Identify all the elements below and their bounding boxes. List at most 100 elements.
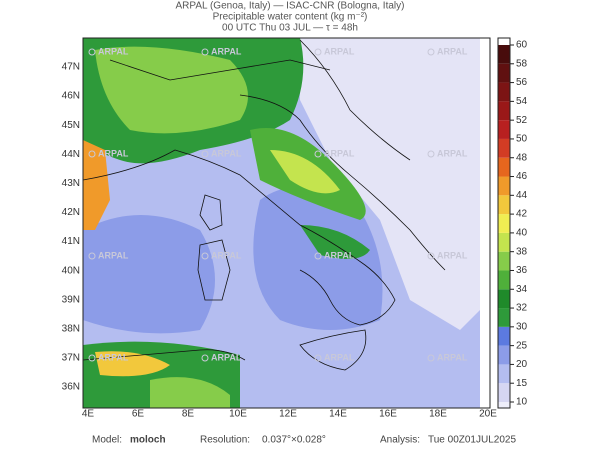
lat-label: 41N <box>62 236 80 247</box>
watermark-icon <box>88 48 96 56</box>
watermark-icon <box>427 252 435 260</box>
colorbar-band <box>498 345 510 365</box>
colorbar-band <box>498 289 510 309</box>
watermark-icon <box>314 150 322 158</box>
watermark: ARPAL <box>437 250 468 260</box>
colorbar-band <box>498 195 510 215</box>
lat-label: 36N <box>62 382 80 393</box>
colorbar-label: 25 <box>516 340 528 351</box>
colorbar-band <box>498 101 510 121</box>
colorbar-label: 20 <box>516 359 528 370</box>
header-line: Precipitable water content (kg m⁻²) <box>213 12 368 23</box>
footer-value: Tue 00Z01JUL2025 <box>428 435 516 446</box>
colorbar-label: 30 <box>516 321 528 332</box>
watermark: ARPAL <box>437 46 468 56</box>
watermark: ARPAL <box>324 46 355 56</box>
lon-label: 18E <box>429 409 447 420</box>
watermark: ARPAL <box>437 352 468 362</box>
watermark: ARPAL <box>211 148 242 158</box>
watermark: ARPAL <box>98 352 129 362</box>
watermark-icon <box>314 252 322 260</box>
watermark-icon <box>427 150 435 158</box>
colorbar-band <box>498 402 510 408</box>
colorbar-label: 54 <box>516 96 528 107</box>
watermark: ARPAL <box>98 250 129 260</box>
colorbar-label: 50 <box>516 134 528 145</box>
lon-label: 20E <box>479 409 497 420</box>
lon-label: 16E <box>379 409 397 420</box>
lat-label: 45N <box>62 120 80 131</box>
watermark-icon <box>88 150 96 158</box>
lat-label: 37N <box>62 353 80 364</box>
colorbar-label: 52 <box>516 115 528 126</box>
colorbar-label: 56 <box>516 77 528 88</box>
watermark: ARPAL <box>98 148 129 158</box>
lat-label: 39N <box>62 294 80 305</box>
coastlines <box>82 39 446 371</box>
lat-label: 42N <box>62 207 80 218</box>
lat-label: 38N <box>62 324 80 335</box>
colorbar-band <box>498 326 510 346</box>
colorbar-band <box>498 308 510 327</box>
watermark-icon <box>314 48 322 56</box>
lon-label: 8E <box>182 409 195 420</box>
lat-label: 46N <box>62 91 80 102</box>
watermark-icon <box>201 354 209 362</box>
colorbar-band <box>498 251 510 271</box>
colorbar-label: 32 <box>516 303 528 314</box>
watermark-icon <box>201 48 209 56</box>
colorbar-label: 40 <box>516 228 528 239</box>
lat-label: 44N <box>62 149 80 160</box>
colorbar-band <box>498 138 510 158</box>
watermark: ARPAL <box>211 250 242 260</box>
colorbar-label: 48 <box>516 152 528 163</box>
header-line: ARPAL (Genoa, Italy) — ISAC-CNR (Bologna… <box>176 1 405 12</box>
watermark: ARPAL <box>324 250 355 260</box>
colorbar-band <box>498 364 510 384</box>
colorbar-label: 15 <box>516 378 528 389</box>
colorbar-label: 34 <box>516 284 528 295</box>
lon-label: 6E <box>132 409 145 420</box>
watermark-icon <box>314 354 322 362</box>
colorbar-band <box>498 157 510 177</box>
footer-value: 0.037°×0.028° <box>262 435 326 446</box>
colorbar-label: 36 <box>516 265 528 276</box>
colorbar-label: 60 <box>516 40 528 51</box>
watermark: ARPAL <box>437 148 468 158</box>
lon-label: 4E <box>82 409 95 420</box>
colorbar: 10 15 20 25 30 32 34 36 38 40 42 44 46 48 50 52 54 56 58 60 <box>497 37 528 409</box>
lon-label: 10E <box>229 409 247 420</box>
map-field <box>83 38 490 408</box>
colorbar-band <box>498 120 510 139</box>
watermark-icon <box>201 150 209 158</box>
colorbar-label: 44 <box>516 190 528 201</box>
watermark-icon <box>427 48 435 56</box>
watermark: ARPAL <box>211 352 242 362</box>
colorbar-frame <box>497 37 511 409</box>
watermark-icon <box>201 252 209 260</box>
colorbar-band <box>498 45 510 64</box>
lat-label: 43N <box>62 178 80 189</box>
colorbar-label: 10 <box>516 397 528 408</box>
colorbar-label: 58 <box>516 58 528 69</box>
watermark: ARPAL <box>324 352 355 362</box>
colorbar-band <box>498 214 510 233</box>
colorbar-label: 42 <box>516 209 528 220</box>
colorbar-band <box>498 270 510 290</box>
lat-label: 47N <box>62 62 80 73</box>
colorbar-label: 46 <box>516 171 528 182</box>
lon-label: 12E <box>279 409 297 420</box>
watermark: ARPAL <box>98 46 129 56</box>
footer-label: Resolution: <box>200 435 250 446</box>
colorbar-label: 38 <box>516 246 528 257</box>
colorbar-band <box>498 383 510 402</box>
colorbar-band <box>498 176 510 196</box>
watermark-icon <box>427 354 435 362</box>
colorbar-band <box>498 63 510 83</box>
watermark: ARPAL <box>324 148 355 158</box>
footer-label: Analysis: <box>380 435 420 446</box>
footer-label: Model: <box>92 435 122 446</box>
watermark: ARPAL <box>211 46 242 56</box>
watermark-icon <box>88 252 96 260</box>
